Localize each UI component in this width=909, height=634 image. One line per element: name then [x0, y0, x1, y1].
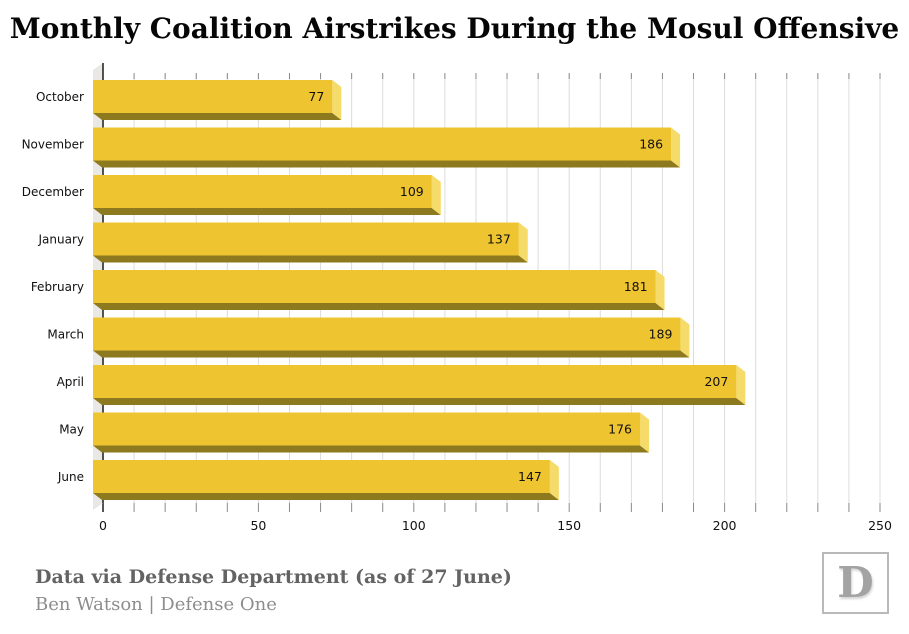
- x-tick-label-0: 0: [99, 518, 107, 533]
- category-label-march: March: [47, 328, 84, 342]
- data-source-text: Data via Defense Department (as of 27 Ju…: [35, 566, 512, 588]
- logo-letter-d: D: [837, 558, 874, 607]
- category-label-may: May: [59, 423, 84, 437]
- bar-april: [93, 365, 737, 398]
- category-label-november: November: [22, 138, 84, 152]
- chart-footer: Data via Defense Department (as of 27 Ju…: [35, 566, 795, 617]
- bar-february: [93, 270, 656, 303]
- bar-january-bottom-face: [93, 255, 528, 263]
- x-tick-label-100: 100: [402, 518, 426, 533]
- x-tick-label-250: 250: [868, 518, 892, 533]
- bar-june-value-label: 147: [518, 469, 542, 484]
- bar-january-value-label: 137: [487, 232, 511, 247]
- bar-november: [93, 127, 672, 161]
- bar-june-bottom-face: [93, 493, 559, 500]
- bar-december: [93, 175, 432, 208]
- bar-october: [93, 80, 333, 113]
- bar-january-end-face: [518, 222, 528, 263]
- bar-chart: 77 October 186 November 109 December 137 Januar…: [22, 63, 892, 533]
- bar-march-value-label: 189: [649, 327, 673, 342]
- x-tick-label-200: 200: [713, 518, 737, 533]
- bar-march-bottom-face: [93, 350, 690, 358]
- bar-november-value-label: 186: [639, 137, 663, 152]
- bar-january: [93, 222, 519, 256]
- bar-october-end-face: [332, 80, 342, 120]
- category-label-october: October: [36, 90, 84, 104]
- bar-october-value-label: 77: [308, 89, 324, 104]
- bar-december-value-label: 109: [400, 184, 424, 199]
- bar-may-bottom-face: [93, 445, 650, 453]
- category-label-january: January: [38, 233, 85, 247]
- bar-april-value-label: 207: [704, 374, 728, 389]
- x-tick-label-50: 50: [250, 518, 266, 533]
- bar-may-end-face: [640, 412, 650, 453]
- bar-june-end-face: [549, 460, 559, 500]
- chart-title: Monthly Coalition Airstrikes During the …: [9, 12, 900, 45]
- bar-february-end-face: [655, 270, 665, 310]
- byline-text: Ben Watson | Defense One: [35, 593, 277, 615]
- bar-may: [93, 412, 641, 446]
- category-label-june: June: [57, 470, 84, 484]
- bar-march: [93, 317, 681, 351]
- x-tick-label-150: 150: [557, 518, 581, 533]
- bar-may-value-label: 176: [608, 422, 632, 437]
- defense-one-logo: D: [822, 552, 889, 614]
- bar-november-bottom-face: [93, 160, 681, 168]
- bar-february-bottom-face: [93, 303, 665, 310]
- category-label-february: February: [31, 280, 84, 294]
- bar-february-value-label: 181: [624, 279, 648, 294]
- bar-april-bottom-face: [93, 398, 746, 405]
- category-label-december: December: [22, 185, 84, 199]
- bar-june: [93, 460, 550, 493]
- bar-march-end-face: [680, 317, 690, 358]
- bar-april-end-face: [736, 365, 746, 405]
- bar-november-end-face: [671, 127, 681, 168]
- bar-october-bottom-face: [93, 113, 342, 120]
- bar-december-bottom-face: [93, 208, 441, 215]
- category-label-april: April: [57, 375, 84, 389]
- bar-december-end-face: [431, 175, 441, 215]
